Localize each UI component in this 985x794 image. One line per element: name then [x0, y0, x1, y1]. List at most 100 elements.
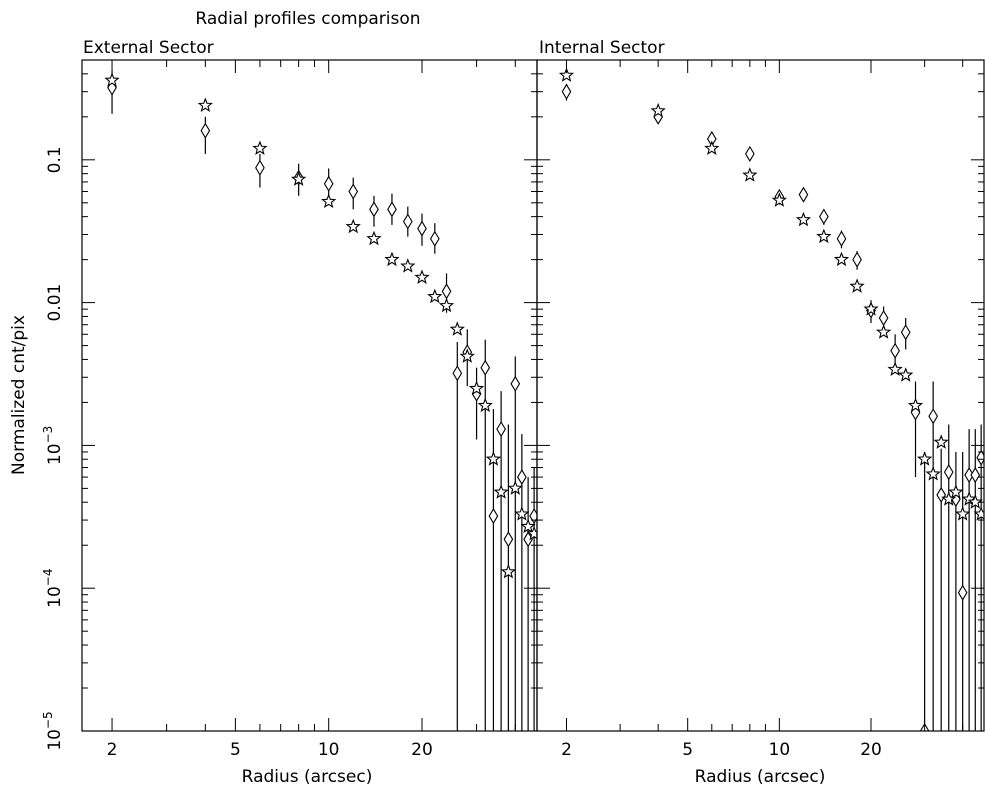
y-tick-label-exponent: −3: [41, 426, 55, 444]
external-star-point: [400, 258, 416, 273]
y-tick-label-exponent: −5: [41, 711, 55, 729]
internal-diamond-point: [798, 186, 809, 203]
external-diamond-point: [369, 201, 379, 218]
external-star-point: [345, 218, 361, 234]
external-star-point: [366, 230, 382, 246]
external-diamond-point: [417, 220, 427, 237]
external-star-point: [514, 506, 530, 521]
y-tick-label-base: 10: [45, 586, 65, 608]
internal-panel-subtitle: Internal Sector: [539, 38, 665, 58]
external-diamond-point: [517, 469, 527, 486]
internal-star-point: [558, 67, 575, 82]
internal-diamond-point: [852, 251, 862, 268]
internal-star-point: [907, 397, 924, 413]
chart-title: Radial profiles comparison: [195, 9, 420, 29]
external-star-point: [414, 269, 430, 284]
internal-diamond-point: [878, 309, 889, 327]
internal-diamond-point: [836, 230, 847, 247]
external-frame: [81, 59, 538, 732]
internal-star-point: [771, 192, 787, 207]
external-star-point: [438, 297, 455, 313]
y-tick-label: 10−3: [41, 426, 65, 465]
internal-diamond-point: [928, 408, 939, 425]
internal-star-point: [875, 324, 892, 339]
internal-panel: [558, 67, 984, 731]
y-tick-label-base: 0.01: [45, 284, 65, 322]
external-star-point: [520, 518, 536, 534]
internal-star-point: [795, 211, 812, 227]
y-axis-label: Normalized cnt/pix: [9, 315, 29, 475]
external-panel-subtitle: External Sector: [83, 38, 214, 58]
internal-star-point: [948, 484, 964, 499]
internal-diamond-point: [957, 584, 968, 601]
external-star-point: [468, 380, 485, 396]
external-star-point: [197, 97, 213, 113]
external-star-point: [459, 348, 475, 363]
external-xtick-label: 5: [230, 740, 241, 760]
external-star-point: [291, 171, 307, 186]
external-diamond-point: [488, 507, 499, 525]
internal-star-point: [973, 506, 984, 521]
internal-diamond-point: [970, 466, 981, 484]
external-star-point: [485, 451, 502, 466]
y-tick-label-base: 10: [45, 729, 65, 751]
y-tick-label-exponent: −4: [41, 569, 55, 587]
external-diamond-point: [441, 283, 452, 300]
internal-x-axis-label: Radius (arcsec): [695, 767, 826, 787]
external-x-axis-label: Radius (arcsec): [242, 767, 373, 787]
external-diamond-point: [387, 201, 397, 218]
external-star-point: [449, 321, 465, 336]
y-tick-label-base: 10: [45, 443, 65, 465]
external-star-point: [500, 563, 517, 579]
internal-star-point: [925, 466, 941, 481]
y-tick-label: 10−4: [41, 569, 65, 608]
internal-xtick-label: 5: [682, 740, 693, 760]
external-diamond-point: [429, 230, 440, 247]
external-star-point: [252, 140, 268, 155]
external-diamond-point: [348, 183, 359, 200]
internal-diamond-point: [943, 464, 954, 481]
internal-xtick-label: 10: [769, 740, 791, 760]
internal-frame: [536, 59, 985, 732]
internal-xtick-label: 20: [860, 740, 882, 760]
internal-star-point: [933, 434, 949, 449]
external-star-point: [321, 193, 337, 209]
external-star-point: [493, 484, 509, 499]
internal-diamond-point: [900, 324, 911, 341]
external-star-point: [427, 288, 443, 304]
external-diamond-point: [496, 421, 506, 438]
internal-star-point: [967, 494, 983, 509]
external-xtick-label: 10: [318, 740, 340, 760]
internal-star-point: [863, 301, 879, 316]
internal-star-point: [898, 367, 914, 382]
external-xtick-label: 2: [107, 740, 118, 760]
internal-diamond-point: [890, 342, 900, 359]
internal-star-point: [650, 102, 666, 118]
internal-star-point: [961, 491, 977, 506]
external-panel: [104, 70, 537, 731]
internal-star-point: [742, 167, 758, 182]
external-diamond-point: [503, 531, 514, 548]
external-diamond-point: [255, 159, 265, 176]
external-star-point: [384, 251, 400, 267]
internal-star-point: [849, 278, 865, 293]
y-tick-label: 0.01: [45, 284, 65, 322]
internal-diamond-point: [819, 208, 829, 225]
external-diamond-point: [402, 213, 413, 230]
internal-xtick-label: 2: [561, 740, 572, 760]
internal-diamond-point: [744, 145, 755, 162]
internal-star-point: [833, 251, 850, 267]
external-star-point: [526, 525, 537, 541]
external-diamond-point: [200, 122, 211, 139]
external-diamond-point: [323, 175, 334, 192]
external-xtick-label: 20: [411, 740, 433, 760]
external-star-point: [507, 480, 523, 495]
internal-diamond-point: [936, 486, 947, 503]
y-tick-label: 0.1: [45, 146, 65, 173]
external-star-point: [104, 72, 120, 87]
internal-diamond-point: [561, 83, 572, 100]
internal-star-point: [955, 506, 971, 521]
external-diamond-point: [480, 359, 491, 376]
internal-star-point: [816, 228, 832, 244]
